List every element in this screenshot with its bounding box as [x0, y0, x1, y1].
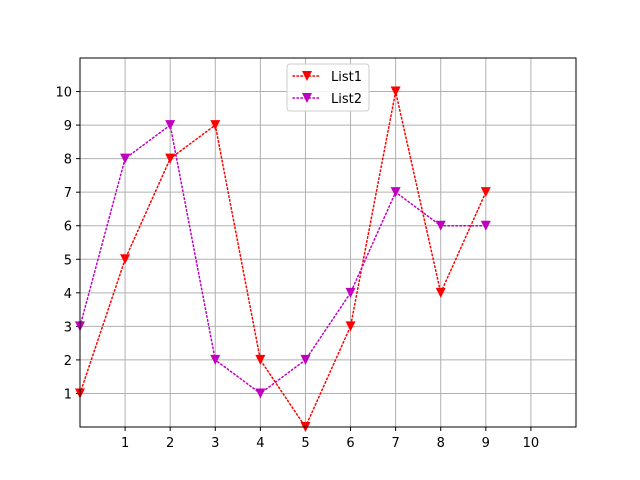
y-tick-label: 4	[64, 287, 72, 302]
y-tick-label: 9	[64, 119, 72, 134]
series-line	[79, 91, 487, 429]
x-tick-label: 6	[346, 436, 354, 451]
y-tick-label: 1	[64, 387, 72, 402]
x-tick-label: 7	[391, 436, 399, 451]
legend-item-list1: List1	[292, 70, 362, 85]
data-point-marker	[480, 220, 491, 231]
data-point-marker	[210, 354, 221, 365]
legend: List1 List2	[286, 63, 370, 112]
y-tick-label: 3	[64, 320, 72, 335]
axis-ticks: 1 2 3 4 5 6 7 8 9 10 1 2 3 4 5 6 7 8 9 10	[55, 86, 539, 451]
data-point-marker	[480, 187, 491, 198]
legend-marker-swatch	[302, 71, 312, 81]
x-tick-label: 4	[256, 436, 264, 451]
x-tick-label: 10	[523, 436, 540, 451]
plot-frame	[79, 57, 577, 428]
data-point-marker	[120, 254, 131, 265]
data-point-marker	[165, 120, 176, 131]
y-tick-label: 6	[64, 220, 72, 235]
grid	[80, 58, 576, 427]
data-point-marker	[345, 287, 356, 298]
legend-marker-swatch	[302, 93, 312, 103]
data-point-marker	[210, 120, 221, 131]
series-line	[79, 123, 487, 395]
data-point-marker	[120, 153, 131, 164]
legend-label: List2	[331, 92, 362, 107]
y-tick-label: 5	[64, 253, 72, 268]
data-point-marker	[390, 86, 401, 97]
data-point-marker	[435, 287, 446, 298]
data-point-marker	[435, 220, 446, 231]
x-tick-label: 8	[437, 436, 445, 451]
series-layer	[75, 86, 491, 432]
y-tick-label: 8	[64, 153, 72, 168]
x-tick-label: 1	[121, 436, 129, 451]
y-tick-label: 10	[55, 86, 72, 101]
series-list2	[75, 120, 491, 399]
x-tick-label: 5	[301, 436, 309, 451]
data-point-marker	[390, 187, 401, 198]
y-tick-label: 2	[64, 354, 72, 369]
x-tick-label: 2	[166, 436, 174, 451]
data-point-marker	[165, 153, 176, 164]
data-point-marker	[300, 354, 311, 365]
x-tick-label: 3	[211, 436, 219, 451]
x-tick-label: 9	[482, 436, 490, 451]
data-point-marker	[345, 321, 356, 332]
y-tick-label: 7	[64, 186, 72, 201]
series-list1	[75, 86, 491, 432]
data-point-marker	[255, 354, 266, 365]
legend-label: List1	[331, 70, 362, 85]
data-point-marker	[255, 388, 266, 399]
legend-item-list2: List2	[292, 92, 362, 107]
